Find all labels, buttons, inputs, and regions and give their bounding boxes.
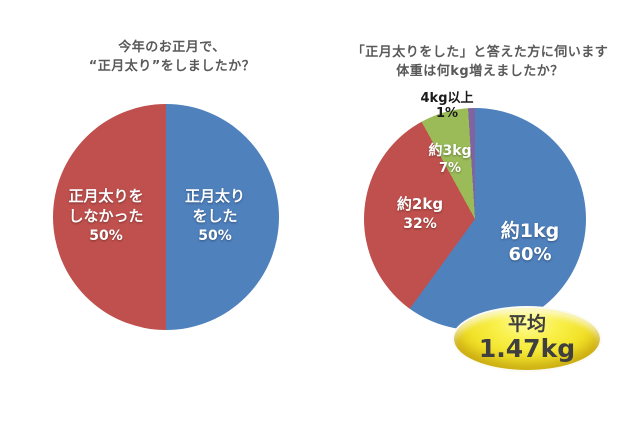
slice-label-did-gain-line2: をした bbox=[192, 207, 238, 225]
pie-chart-how-many-kg-gained: 約1kg 60% 約2kg 32% 約3kg 7% bbox=[364, 108, 586, 330]
slice-percent-about-2kg: 32% bbox=[403, 216, 437, 232]
average-badge-value: 1.47kg bbox=[478, 333, 576, 363]
left-chart-title-line2: “正月太り”をしましたか？ bbox=[88, 58, 256, 74]
slice-label-did-gain-line1: 正月太り bbox=[184, 187, 245, 205]
right-chart-title-line2: 体重は何kg増えましたか？ bbox=[396, 63, 564, 79]
left-chart-title-line1: 今年のお正月で、 bbox=[118, 40, 226, 55]
slice-percent-about-1kg: 60% bbox=[508, 244, 552, 265]
left-chart-title: 今年のお正月で、 “正月太り”をしましたか？ bbox=[40, 39, 304, 77]
slice-label-about-1kg-text: 約1kg bbox=[500, 220, 560, 242]
average-weight-gain-badge: 平均 1.47kg bbox=[452, 306, 602, 372]
slice-label-about-3kg-text: 約3kg bbox=[428, 143, 472, 159]
pie-chart-did-you-gain-weight: 正月太りを しなかった 50% 正月太り をした 50% bbox=[53, 104, 279, 330]
slice-label-did-gain: 正月太り をした 50% bbox=[155, 186, 275, 246]
right-chart-title: 「正月太りをした」と答えた方に伺います 体重は何kg増えましたか？ bbox=[325, 44, 635, 82]
slice-label-4kg-or-more-text: 4kg以上 bbox=[420, 91, 474, 106]
slice-label-about-2kg-text: 約2kg bbox=[396, 195, 444, 213]
slice-percent-did-not-gain: 50% bbox=[89, 228, 123, 244]
slice-label-did-not-gain-line1: 正月太りを bbox=[68, 187, 144, 205]
slice-label-about-3kg: 約3kg 7% bbox=[415, 143, 485, 177]
slice-label-4kg-or-more: 4kg以上 1% bbox=[405, 91, 489, 121]
right-chart-title-line1: 「正月太りをした」と答えた方に伺います bbox=[351, 45, 609, 60]
average-badge-label: 平均 bbox=[507, 313, 546, 335]
slice-label-about-2kg: 約2kg 32% bbox=[380, 194, 460, 234]
slice-percent-4kg-or-more: 1% bbox=[435, 106, 459, 121]
slice-label-did-not-gain: 正月太りを しなかった 50% bbox=[46, 186, 166, 246]
slice-percent-did-gain: 50% bbox=[198, 228, 232, 244]
slice-label-about-1kg: 約1kg 60% bbox=[480, 220, 580, 266]
slice-label-did-not-gain-line2: しなかった bbox=[68, 207, 144, 225]
slice-percent-about-3kg: 7% bbox=[438, 161, 462, 176]
